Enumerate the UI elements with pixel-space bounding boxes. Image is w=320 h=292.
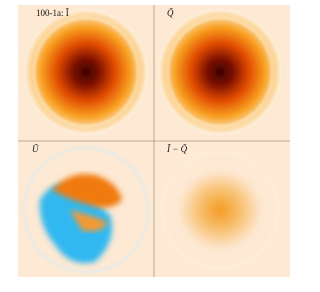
panel-label: 100-1a: Ĩ <box>36 8 69 18</box>
panel-q <box>156 8 284 136</box>
panel-label: Ũ <box>32 144 39 154</box>
panel-i-minus-q <box>161 151 279 269</box>
panel-u <box>23 147 149 273</box>
figure: 100-1a: Ĩ Q̃ Ũ Ĩ − Q̃ <box>18 5 290 277</box>
panel-label: Q̃ <box>167 8 174 18</box>
panel-i <box>22 8 150 136</box>
panel-label: Ĩ − Q̃ <box>166 144 188 154</box>
